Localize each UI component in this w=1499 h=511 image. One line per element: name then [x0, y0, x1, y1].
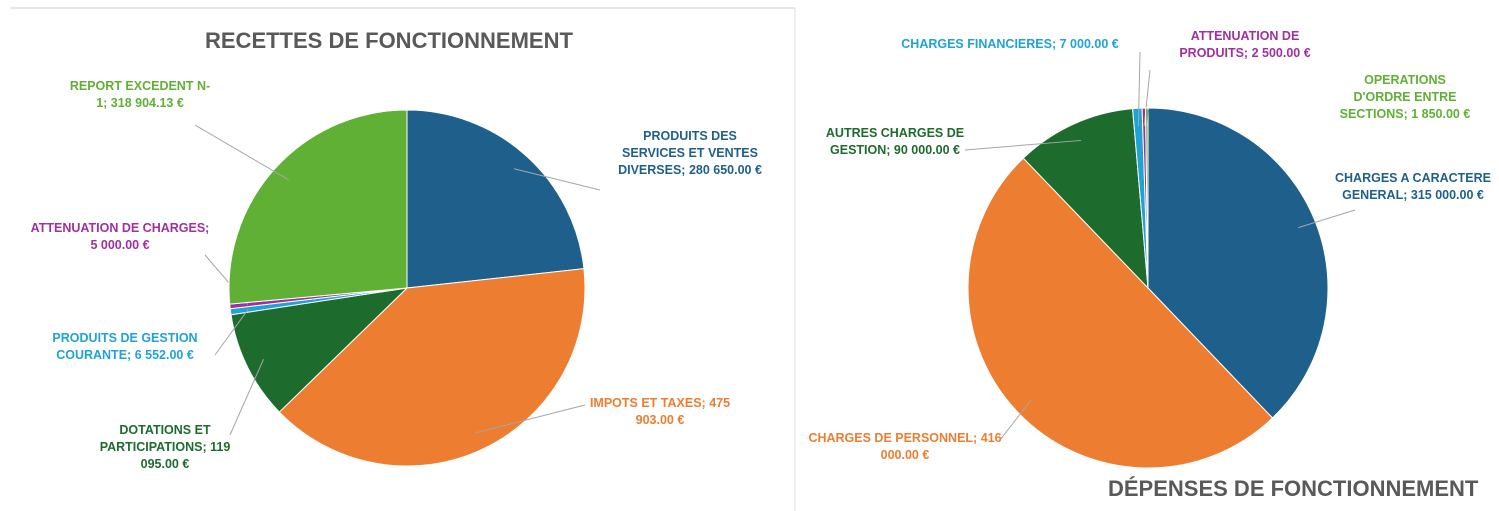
- data-label: DOTATIONS ET PARTICIPATIONS; 119 095.00 …: [90, 422, 240, 473]
- category-name: PRODUITS DE GESTION COURANTE;: [52, 331, 198, 362]
- value-label: 90 000.00 €: [893, 143, 960, 157]
- data-label: CHARGES FINANCIERES; 7 000.00 €: [870, 36, 1150, 53]
- data-label: IMPOTS ET TAXES; 475 903.00 €: [575, 395, 745, 429]
- value-label: 416 000.00 €: [880, 431, 1002, 462]
- pie-slice: [230, 287, 409, 413]
- data-label: CHARGES A CARACTERE GENERAL; 315 000.00 …: [1328, 170, 1498, 204]
- chart-title: RECETTES DE FONCTIONNEMENT: [205, 28, 573, 53]
- leader-line: [513, 168, 601, 191]
- data-label: REPORT EXCEDENT N-1; 318 904.13 €: [65, 78, 215, 112]
- category-name: PRODUITS DES SERVICES ET VENTES DIVERSES…: [618, 129, 758, 177]
- value-label: 280 650.00 €: [688, 163, 762, 177]
- category-name: AUTRES CHARGES DE GESTION;: [825, 126, 965, 157]
- pie-slice: [1144, 107, 1149, 289]
- category-name: ATTENUATION DE PRODUITS;: [1179, 29, 1300, 60]
- pie-slice: [278, 268, 586, 467]
- leader-line: [1146, 109, 1149, 127]
- category-name: CHARGES FINANCIERES;: [901, 37, 1057, 51]
- leader-line: [475, 404, 586, 434]
- pie-slice: [228, 109, 408, 305]
- value-label: 119 095.00 €: [140, 440, 231, 471]
- category-name: IMPOTS ET TAXES;: [589, 396, 706, 410]
- data-label: OPERATIONS D'ORDRE ENTRE SECTIONS; 1 850…: [1335, 72, 1475, 123]
- value-label: 2 500.00 €: [1251, 46, 1311, 60]
- leader-line: [214, 309, 249, 356]
- data-label: AUTRES CHARGES DE GESTION; 90 000.00 €: [810, 125, 980, 159]
- value-label: 475 903.00 €: [635, 396, 731, 427]
- value-label: 318 904.13 €: [110, 96, 184, 110]
- category-name: OPERATIONS D'ORDRE ENTRE SECTIONS;: [1339, 73, 1457, 121]
- value-label: 6 552.00 €: [134, 348, 194, 362]
- leader-line: [999, 399, 1032, 441]
- data-label: ATTENUATION DE PRODUITS; 2 500.00 €: [1165, 28, 1325, 62]
- leader-line: [229, 359, 264, 436]
- value-label: 5 000.00 €: [90, 238, 150, 252]
- category-name: ATTENUATION DE CHARGES;: [30, 221, 210, 235]
- leader-line: [1137, 51, 1141, 127]
- data-label: PRODUITS DES SERVICES ET VENTES DIVERSES…: [615, 128, 765, 179]
- chart-title: DÉPENSES DE FONCTIONNEMENT: [1108, 476, 1479, 501]
- value-label: 1 850.00 €: [1411, 107, 1471, 121]
- data-label: ATTENUATION DE CHARGES; 5 000.00 €: [30, 220, 210, 254]
- pie-slice: [1147, 107, 1329, 419]
- pie-slice: [968, 157, 1274, 468]
- leader-line: [194, 124, 289, 181]
- category-name: REPORT EXCEDENT N-1;: [69, 79, 211, 110]
- data-label: CHARGES DE PERSONNEL; 416 000.00 €: [805, 430, 1005, 464]
- category-name: DOTATIONS ET PARTICIPATIONS;: [99, 423, 211, 454]
- leader-line: [1298, 209, 1356, 229]
- value-label: 315 000.00 €: [1410, 188, 1484, 202]
- value-label: 7 000.00 €: [1059, 37, 1119, 51]
- pie-slice: [1022, 108, 1149, 290]
- pie-slice: [406, 109, 585, 289]
- data-label: PRODUITS DE GESTION COURANTE; 6 552.00 €: [40, 330, 210, 364]
- category-name: CHARGES A CARACTERE GENERAL;: [1334, 171, 1492, 202]
- leader-line: [964, 139, 1082, 151]
- category-name: CHARGES DE PERSONNEL;: [808, 431, 978, 445]
